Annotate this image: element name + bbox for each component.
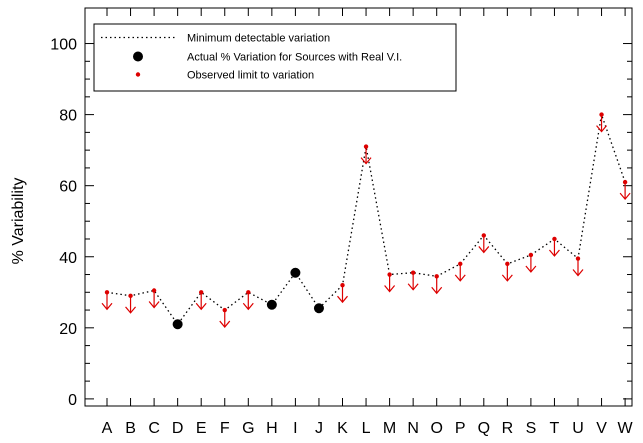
limit-point: [458, 261, 463, 267]
arrow-head: [219, 320, 231, 328]
actual-point: [313, 303, 324, 314]
arrow-head: [478, 246, 490, 254]
limit-point: [575, 256, 581, 261]
x-tick-label: H: [266, 420, 278, 437]
arrow-head: [548, 249, 560, 257]
limit-point: [104, 290, 110, 295]
arrow-head: [101, 302, 113, 311]
arrow-head: [384, 285, 396, 293]
y-tick-label: 40: [59, 250, 77, 267]
y-tick-label: 80: [59, 108, 77, 125]
arrow-head: [525, 265, 537, 273]
limit-point: [622, 179, 628, 185]
x-tick-label: U: [572, 420, 584, 437]
x-tick-label: W: [618, 420, 634, 437]
x-tick-label: V: [596, 420, 607, 437]
y-tick-label: 0: [68, 392, 77, 409]
arrow-head: [619, 192, 631, 201]
x-tick-label: Q: [478, 420, 490, 437]
limit-point: [599, 112, 604, 117]
actual-point: [172, 319, 183, 330]
x-tick-label: B: [125, 420, 136, 437]
legend: Minimum detectable variation Actual % Va…: [93, 23, 457, 92]
y-tick-label: 60: [59, 179, 77, 196]
markers: [104, 112, 628, 330]
actual-point: [290, 267, 301, 278]
legend-label-line: Minimum detectable variation: [187, 33, 330, 45]
x-tick-label: A: [102, 420, 113, 437]
arrow-head: [501, 274, 513, 282]
plot-frame: [84, 7, 633, 407]
x-tick-label: P: [455, 420, 466, 437]
x-tick-label: R: [502, 420, 514, 437]
limit-point: [552, 236, 557, 242]
arrow-head: [125, 306, 137, 314]
limit-arrows: [101, 114, 631, 328]
legend-label-actual: Actual % Variation for Sources with Real…: [187, 52, 402, 64]
legend-actual-swatch: [133, 51, 143, 62]
limit-point: [481, 233, 486, 238]
limit-point: [222, 307, 227, 313]
limit-point: [410, 270, 416, 275]
x-tick-label: L: [362, 420, 371, 437]
arrow-head: [360, 157, 372, 165]
y-ticks: 0 20 40 60 80 100: [50, 37, 632, 409]
x-tick-label: D: [172, 420, 184, 437]
arrow-head: [431, 286, 443, 295]
actual-point: [266, 299, 277, 310]
limit-point: [363, 144, 369, 149]
limit-point: [151, 288, 157, 293]
arrow-head: [242, 302, 254, 311]
legend-box: [93, 23, 457, 92]
x-tick-label: G: [242, 420, 254, 437]
arrow-head: [148, 301, 160, 309]
x-tick-label: T: [550, 420, 560, 437]
y-tick-label: 100: [50, 37, 77, 54]
limit-point: [246, 290, 251, 295]
arrow-head: [572, 269, 584, 277]
arrow-head: [195, 302, 207, 311]
x-tick-label: S: [526, 420, 537, 437]
minimum-detectable-variation-line: [106, 114, 626, 326]
axes: [84, 7, 633, 407]
limit-point: [199, 290, 204, 295]
x-tick-label: N: [407, 420, 419, 437]
arrow-head: [596, 125, 608, 133]
x-tick-label: F: [220, 420, 230, 437]
limit-point: [434, 274, 439, 279]
x-tick-label: E: [196, 420, 207, 437]
legend-label-limit: Observed limit to variation: [187, 70, 314, 82]
legend-limit-swatch: [135, 72, 141, 77]
limit-point: [340, 282, 345, 288]
arrow-head: [407, 283, 419, 291]
limit-point: [505, 261, 510, 267]
arrow-head: [337, 295, 348, 304]
x-tick-label: J: [315, 420, 323, 437]
x-tick-label: O: [430, 420, 442, 437]
x-tick-label: I: [293, 420, 297, 437]
x-tick-label: K: [337, 420, 348, 437]
y-axis-title: % Variability: [10, 178, 27, 265]
limit-point: [528, 252, 534, 258]
arrow-head: [454, 274, 466, 282]
series-line: [106, 114, 626, 326]
limit-point: [128, 293, 133, 299]
x-tick-label: C: [148, 420, 160, 437]
y-tick-label: 20: [59, 321, 77, 338]
x-tick-label: M: [383, 420, 396, 437]
limit-point: [387, 272, 392, 277]
